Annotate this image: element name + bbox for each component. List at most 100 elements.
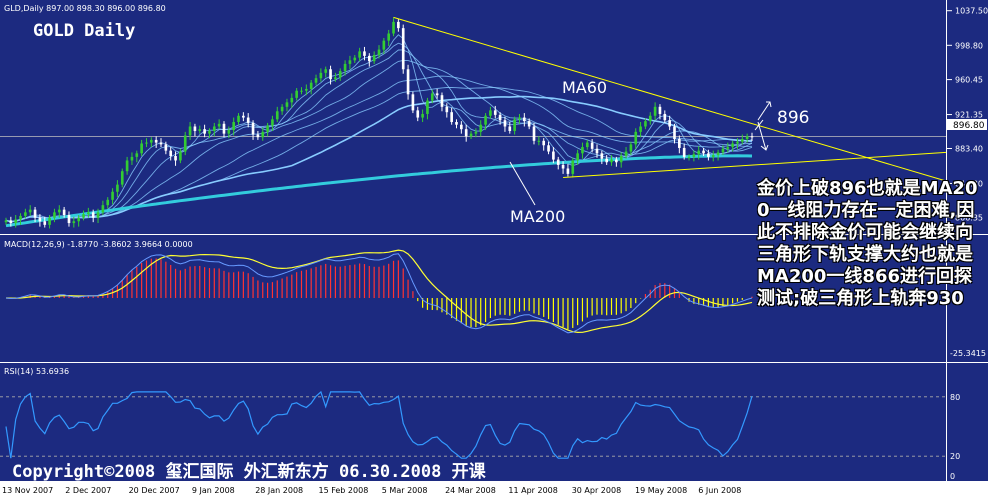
candle-body <box>101 205 105 213</box>
candle <box>595 144 599 158</box>
candle-body <box>28 209 32 213</box>
candle-body <box>48 217 51 225</box>
candle-body <box>266 125 269 132</box>
ma-ribbon-line <box>5 49 753 223</box>
rsi-tick-label: 80 <box>950 393 960 402</box>
candle-body <box>338 71 342 78</box>
candle <box>87 207 90 218</box>
candle-body <box>256 134 260 138</box>
candle <box>736 138 739 149</box>
candle-body <box>523 117 526 122</box>
candle-body <box>556 159 560 165</box>
candle-body <box>232 122 235 131</box>
candle-body <box>392 21 395 34</box>
date-tick-label: 28 Jan 2008 <box>255 486 303 495</box>
candle-body <box>179 151 182 161</box>
candle <box>266 122 269 137</box>
candle-body <box>217 123 221 127</box>
candle <box>53 208 56 223</box>
candle <box>401 24 405 74</box>
candle-body <box>57 209 61 213</box>
candle <box>348 55 352 70</box>
candle-body <box>33 209 37 218</box>
candle <box>309 80 313 95</box>
candle-body <box>411 94 415 111</box>
candle <box>285 98 289 112</box>
date-tick-label: 30 Apr 2008 <box>572 486 621 495</box>
triangle-lower-trendline <box>563 151 947 178</box>
candle <box>392 17 395 37</box>
candle <box>571 157 575 178</box>
candle-body <box>445 106 449 113</box>
candle-body <box>416 110 420 118</box>
candle <box>460 121 463 134</box>
candle <box>246 113 250 128</box>
candle-body <box>663 113 667 121</box>
candle <box>111 188 114 205</box>
candle-body <box>648 115 652 122</box>
price-tick-label: 998.80 <box>955 41 983 50</box>
candle-body <box>707 153 710 157</box>
candle-body <box>43 221 47 225</box>
candle-body <box>169 150 173 156</box>
date-tick-label: 2 Dec 2007 <box>65 486 111 495</box>
candle-body <box>67 215 71 224</box>
candle-body <box>406 69 410 95</box>
candle-body <box>639 126 642 132</box>
candle-body <box>314 78 318 83</box>
candle <box>193 123 197 137</box>
candle-body <box>353 57 357 61</box>
candle-body <box>222 123 226 134</box>
candle-body <box>188 126 192 136</box>
current-price-tag <box>947 119 987 130</box>
candle <box>697 146 701 160</box>
candle-body <box>154 139 158 143</box>
rsi-line <box>5 390 753 459</box>
candle-body <box>479 124 483 132</box>
candle <box>474 128 478 138</box>
candle-body <box>96 212 100 218</box>
candle-body <box>576 153 579 161</box>
candle-body <box>581 147 584 154</box>
candle-body <box>634 131 638 145</box>
candle <box>600 150 604 165</box>
date-tick-label: 5 Mar 2008 <box>382 486 428 495</box>
candle-body <box>474 131 478 134</box>
date-tick-label: 20 Dec 2007 <box>129 486 180 495</box>
candle-body <box>77 217 80 222</box>
candle <box>421 109 424 123</box>
candle <box>91 209 95 223</box>
candle-body <box>653 106 657 116</box>
candle-body <box>116 184 119 192</box>
candle-body <box>692 154 696 157</box>
candle <box>33 206 37 223</box>
target-label: 896 <box>777 108 809 128</box>
candle-body <box>721 148 725 153</box>
candle <box>183 131 187 156</box>
candle <box>271 115 274 131</box>
candle-body <box>426 100 429 114</box>
candle-body <box>552 151 555 160</box>
candle-body <box>658 106 662 114</box>
macd-panel-header: MACD(12,26,9) -1.8770 -3.8602 3.9664 0.0… <box>4 240 193 249</box>
candle-body <box>421 113 424 118</box>
candle-body <box>193 126 197 131</box>
candle-body <box>455 122 458 125</box>
candle <box>212 122 216 137</box>
candle-body <box>280 106 284 112</box>
candle <box>397 19 400 32</box>
candle-body <box>271 119 274 126</box>
candle-body <box>135 153 139 157</box>
candle <box>687 154 691 161</box>
candle <box>658 104 662 120</box>
candle <box>576 149 579 165</box>
ma-ribbon-line <box>5 59 753 223</box>
candle-body <box>750 136 754 138</box>
candle <box>179 148 182 164</box>
candle-body <box>106 199 110 206</box>
candle <box>24 208 27 219</box>
candle-body <box>19 215 22 220</box>
candle-body <box>702 150 705 154</box>
price-panel-header: GLD,Daily 897.00 898.30 896.00 896.80 <box>4 4 166 13</box>
